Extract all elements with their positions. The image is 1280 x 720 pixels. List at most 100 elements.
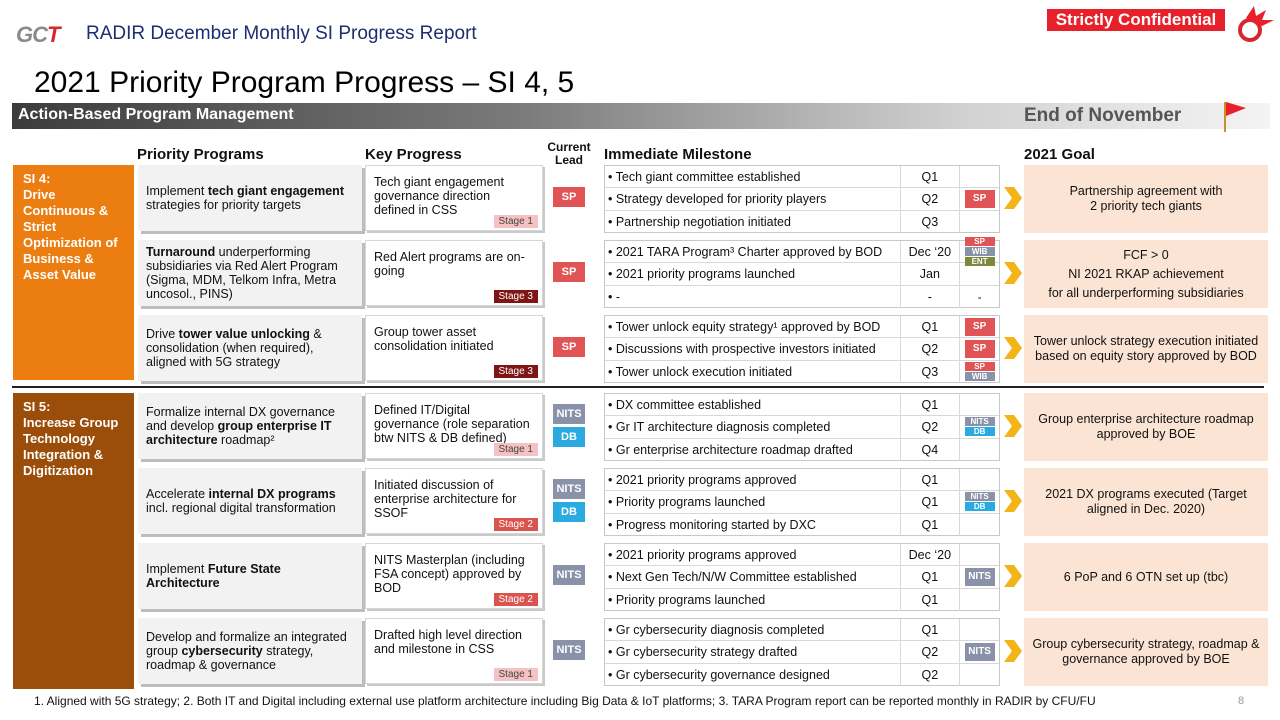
milestone-row: • Gr cybersecurity governance designed Q2 [605,663,999,686]
chevron-right-icon [1004,415,1022,437]
milestone-row: • Gr enterprise architecture roadmap dra… [605,438,999,461]
milestone-table: • Gr cybersecurity diagnosis completed Q1… [604,618,1000,686]
program-box: Develop and formalize an integrated grou… [138,618,362,684]
milestone-row: • Tower unlock equity strategy¹ approved… [605,316,999,339]
milestone-timing: Q1 [899,588,960,611]
key-progress-text: Red Alert programs are on-going [374,250,525,278]
stage-badge: Stage 1 [493,215,538,228]
milestone-table: • DX committee established Q1 • Gr IT arch… [604,393,1000,461]
brand-icon [1238,6,1274,42]
milestone-lead-tag: SP [964,189,995,208]
milestone-row: • - - - [605,285,999,308]
milestone-row: • Discussions with prospective investors… [605,338,999,361]
goal-text: 2 priority tech giants [1090,199,1202,213]
milestone-table: • 2021 priority programs approved Dec ‘20… [604,543,1000,611]
milestone-text: • 2021 priority programs approved [608,547,797,562]
program-text: Develop and formalize an integrated grou… [146,630,347,672]
milestone-lead: SP WIB ENT [959,237,999,267]
milestone-table: • Tech giant committee established Q1 • St… [604,165,1000,233]
milestone-lead-tag: SP [964,339,995,358]
milestone-timing: Q2 [899,641,960,663]
milestone-table: • Tower unlock equity strategy¹ approved… [604,315,1000,383]
milestone-lead [959,469,999,491]
banner-date: End of November [1024,105,1182,126]
milestone-timing: Q2 [899,416,960,438]
milestone-text: • Gr enterprise architecture roadmap dra… [608,442,853,457]
goal-box: 6 PoP and 6 OTN set up (tbc) [1024,543,1268,611]
milestone-timing: Q2 [899,338,960,360]
milestone-timing: Q2 [899,663,960,686]
milestone-timing: Q1 [899,394,960,416]
stage-badge: Stage 1 [493,668,538,681]
col-header-lead: Current Lead [547,140,591,167]
goal-text: Tower unlock strategy execution initiate… [1033,334,1259,363]
goal-text: for all underperforming subsidiaries [1048,285,1244,300]
milestone-text: • 2021 TARA Program³ Charter approved by… [608,244,883,259]
lead-badge: NITS [553,565,585,585]
program-box: Implement tech giant engagement strategi… [138,165,362,231]
lead-badge: NITS [553,479,585,499]
milestone-lead: NITS [959,566,999,588]
program-text: Accelerate internal DX programs incl. re… [146,487,336,515]
milestone-lead [959,544,999,566]
key-progress-box: NITS Masterplan (including FSA concept) … [365,543,543,609]
milestone-lead [959,663,999,686]
goal-text: Group cybersecurity strategy, roadmap & … [1032,637,1260,666]
milestone-row: • 2021 priority programs launched Jan [605,263,999,286]
milestone-lead: NITS [959,641,999,663]
banner-label: Action-Based Program Management [18,106,294,123]
milestone-lead [959,210,999,233]
milestone-row: • Strategy developed for priority player… [605,188,999,211]
milestone-text: • Gr cybersecurity diagnosis completed [608,622,825,637]
lead-badge: NITS [553,404,585,424]
milestone-lead-tag: NITS [964,567,995,586]
col-header-goal: 2021 Goal [1024,146,1095,163]
milestone-lead: NITS DB [959,491,999,513]
program-text: Drive tower value unlocking & consolidat… [146,327,322,369]
confidential-badge: Strictly Confidential [1047,9,1225,31]
company-logo: GCT [16,22,60,47]
milestone-text: • Next Gen Tech/N/W Committee establishe… [608,569,857,584]
milestone-lead-tag: WIB [964,372,995,382]
key-progress-text: Initiated discussion of enterprise archi… [374,478,517,520]
stage-badge: Stage 3 [493,365,538,378]
milestone-text: • Priority programs launched [608,494,766,509]
milestone-timing: Dec ‘20 [899,241,960,263]
si5-label: SI 5: Increase Group Technology Integrat… [13,393,134,689]
lead-badge: NITS [553,640,585,660]
chevron-right-icon [1004,262,1022,284]
milestone-row: • Tech giant committee established Q1 [605,166,999,189]
program-text: Turnaround underperforming subsidiaries … [146,245,338,301]
key-progress-box: Red Alert programs are on-going Stage 3 [365,240,543,306]
milestone-text: • Tech giant committee established [608,169,801,184]
milestone-lead [959,438,999,461]
key-progress-text: Group tower asset consolidation initiate… [374,325,494,353]
key-progress-text: Tech giant engagement governance directi… [374,175,504,217]
milestone-table: • 2021 priority programs approved Q1 • Pri… [604,468,1000,536]
page-number: 8 [1238,695,1245,707]
milestone-text: • Tower unlock execution initiated [608,364,793,379]
chevron-right-icon [1004,640,1022,662]
milestone-text: • Gr IT architecture diagnosis completed [608,419,831,434]
program-box: Implement Future State Architecture [138,543,362,609]
milestone-lead-tag: SP [964,362,995,372]
chevron-right-icon [1004,565,1022,587]
milestone-lead-tag: SP [964,237,995,247]
milestone-lead-tag: NITS [964,417,995,427]
milestone-lead [959,513,999,536]
milestone-row: • Progress monitoring started by DXC Q1 [605,513,999,536]
milestone-row: • Gr cybersecurity strategy drafted Q2 NIT… [605,641,999,664]
goal-text: NI 2021 RKAP achievement [1068,266,1224,281]
milestone-timing: Jan [899,263,960,285]
si5-title: SI 5: [23,399,51,414]
program-box: Formalize internal DX governance and dev… [138,393,362,459]
goal-box: Partnership agreement with 2 priority tec… [1024,165,1268,233]
goal-box: Tower unlock strategy execution initiate… [1024,315,1268,383]
report-title: RADIR December Monthly SI Progress Repor… [86,23,477,44]
milestone-text: • 2021 priority programs approved [608,472,797,487]
goal-box: FCF > 0 NI 2021 RKAP achievement for all u… [1024,240,1268,308]
milestone-timing: Q1 [899,619,960,641]
milestone-lead: SP [959,316,999,338]
goal-text: Partnership agreement with [1069,184,1223,198]
milestone-timing: Q3 [899,210,960,233]
